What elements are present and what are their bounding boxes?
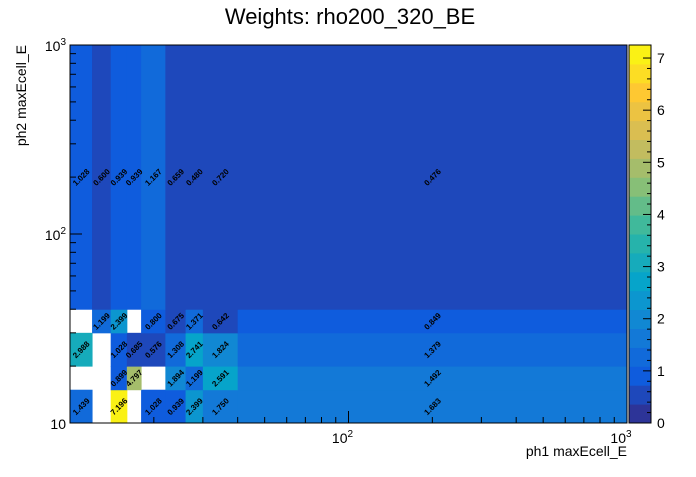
- heatmap-cell: [185, 45, 204, 310]
- palette-band: [629, 45, 651, 65]
- palette-tick-label: 0: [657, 415, 665, 431]
- palette-band: [629, 309, 651, 329]
- palette-band: [629, 234, 651, 254]
- palette-band: [629, 347, 651, 367]
- x-tick-label: 103: [610, 429, 632, 446]
- palette-tick-label: 3: [657, 259, 665, 275]
- heatmap-cell: [185, 332, 204, 367]
- palette-band: [629, 215, 651, 235]
- heatmap-cell: [237, 366, 628, 391]
- palette-band: [629, 328, 651, 348]
- heatmap-cell: [70, 332, 93, 367]
- palette-band: [629, 82, 651, 103]
- heatmap-cell: [92, 309, 112, 334]
- palette-band: [629, 385, 651, 405]
- palette-band: [629, 139, 651, 159]
- heatmap-cell: [185, 366, 204, 391]
- heatmap-cell: [185, 309, 204, 334]
- y-tick-label: 10: [50, 416, 66, 432]
- heatmap-cell: [110, 389, 128, 424]
- palette-band: [629, 404, 651, 424]
- palette-tick-label: 1: [657, 363, 665, 379]
- heatmap-cell: [165, 332, 187, 367]
- palette-band: [629, 252, 651, 273]
- heatmap-cell: [202, 366, 239, 391]
- heatmap-cell: [110, 366, 128, 391]
- heatmap-cell: [92, 45, 112, 310]
- heatmap-cell: [202, 389, 239, 424]
- heatmap-cell: [70, 389, 93, 424]
- heatmap-cell: [237, 45, 628, 310]
- heatmap-cell: [110, 332, 128, 367]
- heatmap-cell: [185, 389, 204, 424]
- palette-frame: [628, 44, 652, 424]
- palette-tick-label: 7: [657, 50, 665, 66]
- palette-tick-label: 6: [657, 102, 665, 118]
- heatmap-cell: [126, 332, 142, 367]
- heatmap-cell: [141, 309, 166, 334]
- heatmap-cell: [126, 45, 142, 310]
- palette-tick-label: 5: [657, 154, 665, 170]
- palette-band: [629, 271, 651, 292]
- heatmap-cell: [165, 309, 187, 334]
- heatmap-cell: [141, 45, 166, 310]
- heatmap-cell: [126, 366, 142, 391]
- palette-band: [629, 196, 651, 216]
- palette-band: [629, 101, 651, 122]
- heatmap-cell: [202, 309, 239, 334]
- heatmap-cell: [141, 332, 166, 367]
- heatmap-cell: [70, 45, 93, 310]
- x-tick-label: 102: [332, 429, 354, 446]
- palette-band: [629, 366, 651, 386]
- heatmap-cell: [202, 45, 239, 310]
- heatmap-cell: [165, 366, 187, 391]
- heatmap-cell: [237, 309, 628, 334]
- chart-title: Weights: rho200_320_BE: [225, 4, 475, 29]
- heatmap-cell: [237, 332, 628, 367]
- heatmap-cell: [165, 45, 187, 310]
- palette-band: [629, 177, 651, 197]
- palette-tick-label: 4: [657, 206, 665, 222]
- heatmap-cell: [202, 332, 239, 367]
- palette-band: [629, 158, 651, 178]
- y-tick-label: 102: [45, 226, 67, 243]
- palette-band: [629, 290, 651, 311]
- x-axis-label: ph1 maxEcell_E: [526, 443, 627, 459]
- heatmap-cell: [110, 45, 128, 310]
- heatmap-cell: [165, 389, 187, 424]
- palette-band: [629, 63, 651, 84]
- y-tick-label: 103: [45, 37, 67, 54]
- palette-tick-label: 2: [657, 311, 665, 327]
- palette-band: [629, 120, 651, 140]
- heatmap-cell: [110, 309, 128, 334]
- y-axis-label: ph2 maxEcell_E: [13, 45, 29, 146]
